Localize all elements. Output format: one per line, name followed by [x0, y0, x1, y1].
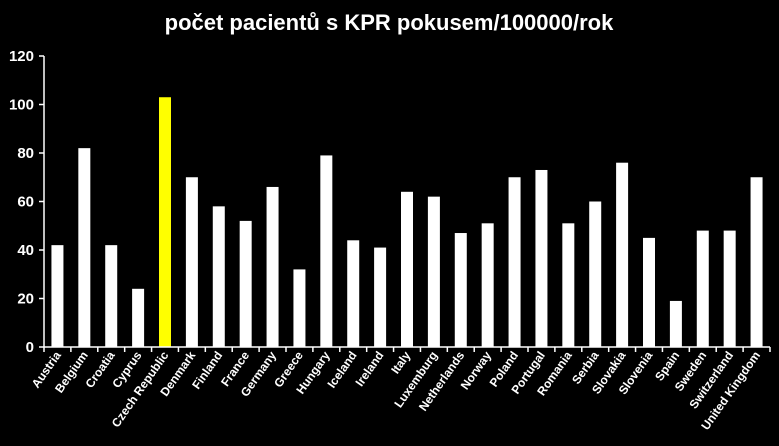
bar-switzerland [723, 230, 736, 347]
bar-luxemburg [427, 196, 440, 347]
bar-belgium [78, 148, 91, 347]
y-tick-label: 0 [26, 339, 34, 356]
y-tick-label: 80 [17, 145, 34, 162]
x-tick-label: Italy [388, 348, 413, 376]
bar-denmark [185, 177, 198, 347]
bar-hungary [320, 155, 333, 347]
bars-group [51, 97, 763, 348]
y-tick-label: 120 [9, 48, 34, 65]
x-tick-label: Ireland [353, 349, 387, 389]
bar-france [239, 220, 252, 347]
bar-germany [266, 186, 279, 347]
y-tick-label: 20 [17, 291, 34, 308]
bar-czech-republic [159, 97, 171, 347]
bar-croatia [105, 245, 118, 347]
bar-austria [51, 245, 64, 347]
bar-united-kingdom [750, 177, 763, 347]
bar-italy [401, 191, 413, 347]
bar-slovakia [616, 162, 629, 347]
bar-sweden [696, 230, 709, 347]
bar-norway [481, 223, 494, 347]
y-tick-label: 40 [17, 242, 34, 259]
bar-greece [293, 269, 306, 347]
bar-ireland [374, 247, 387, 347]
bar-serbia [589, 201, 602, 347]
bar-cyprus [132, 288, 145, 347]
y-tick-label: 100 [9, 97, 34, 114]
bar-romania [562, 223, 575, 347]
bar-finland [212, 206, 225, 347]
bar-netherlands [454, 233, 467, 347]
bar-slovenia [643, 237, 655, 348]
bar-iceland [347, 240, 360, 347]
chart-title: počet pacientů s KPR pokusem/100000/rok [165, 10, 614, 35]
y-axis: 0 20 40 60 80 100 120 [9, 48, 45, 356]
bar-poland [508, 177, 521, 347]
bar-portugal [535, 169, 548, 347]
bar-spain [669, 300, 682, 347]
y-tick-label: 60 [17, 194, 34, 211]
